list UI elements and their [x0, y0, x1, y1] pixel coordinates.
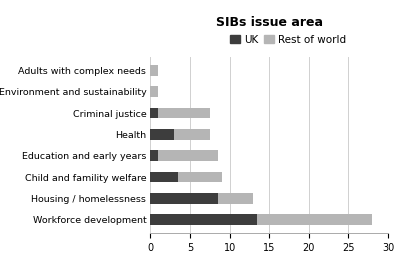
Bar: [150, 86, 158, 97]
Bar: [174, 129, 210, 140]
Bar: [178, 172, 222, 182]
Bar: [257, 214, 372, 225]
Bar: [150, 129, 174, 140]
Bar: [150, 150, 158, 161]
Title: SIBs issue area: SIBs issue area: [216, 16, 323, 30]
Bar: [158, 108, 210, 118]
Bar: [150, 193, 218, 204]
Bar: [150, 214, 257, 225]
Bar: [218, 193, 253, 204]
Bar: [150, 65, 158, 76]
Legend: UK, Rest of world: UK, Rest of world: [226, 31, 350, 49]
Bar: [150, 172, 178, 182]
Bar: [150, 108, 158, 118]
Bar: [158, 150, 218, 161]
